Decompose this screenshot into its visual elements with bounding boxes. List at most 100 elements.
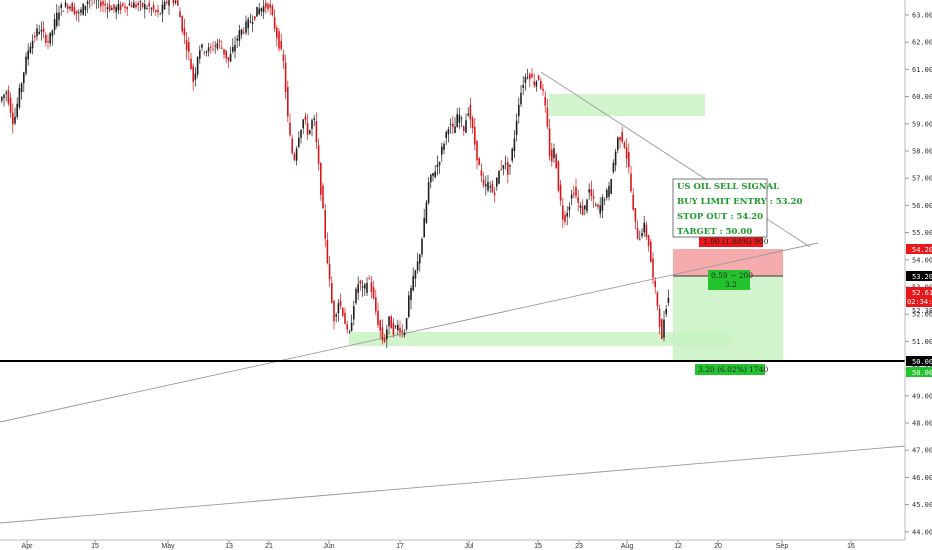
candle-body — [533, 81, 535, 86]
candle-body — [256, 6, 258, 17]
candle-body — [295, 148, 298, 161]
candle-body — [260, 8, 263, 12]
candle-body — [445, 131, 447, 138]
target-price-tag — [906, 356, 932, 366]
candle-body — [612, 162, 615, 172]
candle-body — [454, 126, 456, 134]
candle-body — [443, 143, 445, 151]
candle-body — [667, 297, 670, 303]
candle-body — [62, 11, 65, 12]
y-tick-label: 58.00 — [912, 147, 932, 155]
candle-body — [390, 316, 392, 329]
candle-body — [247, 19, 249, 29]
signal-note-box — [672, 178, 768, 238]
candle-body — [496, 177, 498, 187]
candle-body — [34, 35, 36, 38]
candle-body — [190, 58, 192, 70]
candle-body — [421, 239, 423, 255]
candle-body — [313, 118, 315, 120]
candle-body — [350, 322, 353, 332]
candle-body — [588, 189, 590, 193]
candle-body — [309, 130, 311, 134]
candle-body — [73, 6, 76, 15]
candle-body — [419, 254, 421, 264]
candle-body — [49, 32, 51, 44]
candle-body — [403, 332, 406, 336]
candle-body — [383, 338, 386, 342]
candle-body — [31, 40, 34, 49]
support-zone — [349, 332, 731, 346]
candle-body — [137, 3, 139, 6]
candle-body — [124, 6, 126, 8]
y-tick-label: 52.00 — [912, 311, 932, 319]
candle-body — [469, 104, 472, 120]
candle-body — [650, 241, 652, 263]
candle-body — [465, 120, 467, 133]
candle-body — [78, 12, 80, 14]
candle-body — [117, 3, 120, 11]
candle-body — [423, 218, 425, 238]
candle-body — [64, 2, 67, 7]
candle-body — [335, 314, 337, 317]
current-price-label: 52.61 — [912, 289, 932, 297]
candle-body — [663, 319, 665, 338]
candle-body — [449, 123, 452, 125]
candle-body — [108, 4, 111, 11]
rr-label: 0.59 ~ 200 — [711, 271, 753, 280]
candle-body — [342, 307, 344, 316]
candle-body — [493, 192, 496, 195]
candle-body — [656, 292, 659, 306]
candle-body — [258, 8, 260, 15]
price-labels: 54.20 53.20 52.61 02:34:38 52.38 50.00 5… — [906, 244, 932, 377]
candle-body — [447, 129, 450, 135]
candle-body — [315, 121, 318, 143]
candle-body — [540, 80, 542, 89]
candle-body — [265, 2, 267, 8]
risk-label-box — [699, 236, 763, 247]
target2-price-label: 50.00 — [912, 369, 932, 377]
candle-body — [414, 270, 417, 279]
candle-body — [537, 75, 540, 80]
candle-body — [254, 16, 256, 20]
candle-body — [115, 7, 117, 13]
rr-ratio-label: 3.2 — [725, 280, 737, 289]
candle-body — [353, 306, 355, 320]
candle-body — [606, 189, 608, 198]
candle-body — [597, 204, 599, 207]
candle-body — [388, 316, 390, 327]
candle-body — [324, 210, 326, 239]
candle-body — [595, 204, 597, 206]
candle-body — [489, 186, 491, 188]
candle-body — [58, 12, 60, 20]
candle-body — [559, 184, 562, 201]
candle-body — [658, 308, 661, 327]
candle-body — [452, 123, 454, 127]
candle-body — [9, 97, 12, 114]
candle-body — [375, 297, 377, 312]
candle-body — [282, 54, 285, 62]
y-tick-label: 55.00 — [912, 229, 932, 237]
candle-body — [438, 162, 441, 166]
candle-body — [548, 128, 551, 157]
candle-body — [300, 130, 302, 138]
candle-body — [23, 72, 25, 84]
candle-body — [546, 107, 549, 127]
current2-price-label: 52.38 — [912, 307, 932, 315]
candle-body — [522, 84, 524, 88]
candle-body — [234, 44, 236, 52]
candle-body — [647, 235, 650, 246]
candle-body — [425, 202, 428, 223]
candle-body — [317, 145, 320, 164]
candle-body — [267, 3, 269, 10]
candle-body — [511, 148, 513, 161]
stop-price-tag — [906, 244, 932, 254]
y-tick-label: 57.00 — [912, 175, 932, 183]
candle-body — [130, 5, 133, 8]
candle-body — [364, 284, 366, 289]
candle-body — [370, 282, 373, 292]
candle-body — [368, 278, 370, 279]
candle-body — [586, 199, 588, 212]
reward-label-box — [695, 364, 765, 375]
candle-body — [610, 179, 612, 194]
stop-price-label: 54.20 — [912, 246, 932, 254]
